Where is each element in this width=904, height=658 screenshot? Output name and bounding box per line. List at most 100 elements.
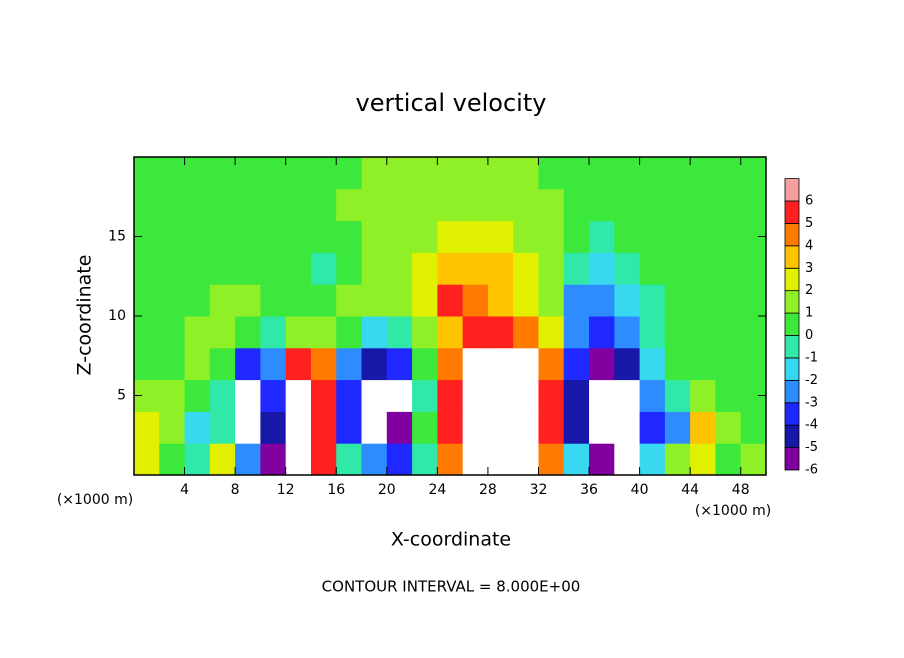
x-tick-label: 16 (327, 482, 345, 498)
colorbar-label: 4 (805, 238, 813, 253)
cell (487, 284, 514, 317)
cell (639, 443, 666, 476)
cell (260, 284, 287, 317)
cell (361, 188, 388, 222)
cell (690, 284, 716, 317)
colorbar-swatch (784, 424, 800, 448)
chart-title: vertical velocity (356, 89, 547, 117)
cell (563, 379, 590, 412)
cell (209, 220, 236, 253)
cell (184, 252, 211, 285)
cell (386, 188, 413, 222)
y-tick-label: 15 (108, 229, 126, 245)
cell (639, 284, 666, 317)
cell (386, 411, 413, 444)
cell (209, 443, 236, 476)
x-tick-label: 12 (277, 482, 295, 498)
cell (538, 188, 565, 222)
cell (462, 157, 489, 190)
colorbar-label: 1 (805, 306, 813, 321)
annotation: CONTOUR INTERVAL = 8.000E+00 (322, 578, 581, 596)
cell (614, 252, 641, 285)
cell (487, 379, 514, 412)
cell (285, 411, 312, 444)
cell (639, 188, 666, 222)
cell (209, 188, 236, 222)
cell (134, 411, 160, 444)
cell (310, 252, 337, 285)
cell (715, 284, 742, 317)
cell (235, 379, 261, 412)
cell (184, 284, 211, 317)
cell (614, 379, 641, 412)
cell (235, 220, 261, 253)
cell (538, 157, 565, 190)
cell (664, 284, 691, 317)
cell (614, 347, 641, 381)
cell (310, 379, 337, 412)
cell (740, 411, 767, 444)
cell (336, 252, 363, 285)
cell (690, 220, 716, 253)
cell (715, 157, 742, 190)
cell (310, 316, 337, 349)
cell (310, 284, 337, 317)
cell (563, 252, 590, 285)
cell (159, 443, 186, 476)
cell (740, 252, 767, 285)
cell (412, 347, 438, 381)
x-tick-label: 28 (479, 482, 497, 498)
cell (386, 157, 413, 190)
cell (437, 316, 464, 349)
cell (159, 157, 186, 190)
cell (260, 220, 287, 253)
colorbar-label: -1 (805, 350, 818, 365)
cell (589, 316, 615, 349)
cell (235, 157, 261, 190)
cell (412, 157, 438, 190)
colorbar-swatch (784, 335, 800, 359)
colorbar-label: 0 (805, 328, 813, 343)
colorbar-swatch (784, 357, 800, 381)
cell (361, 220, 388, 253)
cell (664, 347, 691, 381)
cell (664, 220, 691, 253)
cell (513, 316, 539, 349)
cell (614, 220, 641, 253)
cell (715, 443, 742, 476)
cell (614, 443, 641, 476)
cell (538, 347, 565, 381)
cell (740, 284, 767, 317)
cell (614, 411, 641, 444)
cell (538, 220, 565, 253)
cell (159, 252, 186, 285)
cell (664, 252, 691, 285)
cell (209, 157, 236, 190)
cell (336, 443, 363, 476)
cell (386, 220, 413, 253)
x-tick-label: 48 (732, 482, 750, 498)
cell (538, 443, 565, 476)
cell (462, 252, 489, 285)
cell (664, 443, 691, 476)
x-tick-label: 36 (580, 482, 598, 498)
cell (361, 347, 388, 381)
cell (159, 284, 186, 317)
cell (412, 443, 438, 476)
cell (260, 443, 287, 476)
cell (563, 443, 590, 476)
cell (462, 284, 489, 317)
cell (462, 411, 489, 444)
cell (412, 379, 438, 412)
cell (513, 188, 539, 222)
cell (563, 316, 590, 349)
cell (235, 252, 261, 285)
cell (184, 347, 211, 381)
cell (310, 443, 337, 476)
cell (563, 157, 590, 190)
cell (134, 443, 160, 476)
cell (437, 157, 464, 190)
cell (235, 443, 261, 476)
cell (437, 252, 464, 285)
colorbar-swatch (784, 290, 800, 314)
